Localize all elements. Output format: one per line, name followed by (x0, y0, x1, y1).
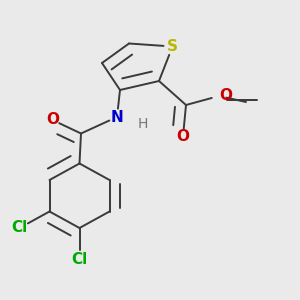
Text: S: S (167, 39, 178, 54)
Text: O: O (176, 129, 190, 144)
Text: Cl: Cl (11, 220, 28, 236)
Text: H: H (138, 118, 148, 131)
Text: O: O (46, 112, 59, 128)
Text: Cl: Cl (71, 252, 88, 267)
Text: N: N (111, 110, 123, 124)
Text: O: O (219, 88, 232, 104)
